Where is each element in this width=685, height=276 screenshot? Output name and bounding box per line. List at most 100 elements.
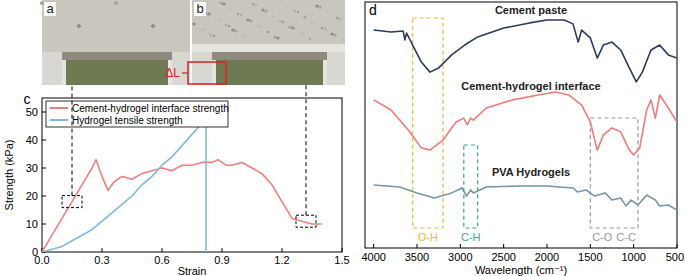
texture: [78, 25, 79, 26]
texture: [218, 19, 219, 20]
texture: [282, 21, 284, 23]
clamp: [42, 52, 62, 85]
texture: [151, 24, 154, 27]
texture: [287, 5, 288, 6]
panel-label: c: [24, 91, 31, 107]
texture: [240, 14, 242, 16]
texture: [231, 28, 234, 31]
texture: [246, 18, 249, 21]
texture: [228, 25, 230, 27]
series-line: [374, 20, 677, 82]
y-tick-label: 30: [26, 162, 38, 174]
series-line: [374, 185, 677, 210]
photo-bg: [42, 0, 190, 85]
x-axis-label: Strain: [178, 265, 207, 276]
texture: [78, 25, 80, 27]
texture: [272, 15, 273, 16]
photo: a: [40, 0, 190, 85]
texture: [115, 2, 116, 3]
texture: [152, 25, 154, 27]
texture: [41, 2, 43, 4]
texture: [267, 31, 269, 33]
data: [374, 20, 677, 210]
x-tick: [102, 248, 103, 252]
texture: [115, 2, 117, 4]
texture: [200, 28, 201, 29]
x-tick: [677, 244, 678, 248]
x-tick-label: 1.2: [274, 254, 289, 266]
texture: [291, 26, 294, 29]
texture: [152, 25, 153, 26]
texture: [114, 1, 117, 4]
texture: [279, 20, 281, 22]
texture: [336, 17, 338, 19]
texture: [114, 1, 117, 4]
texture: [151, 24, 154, 27]
texture: [245, 36, 246, 37]
y-tick-label: 20: [26, 190, 38, 202]
texture: [40, 1, 43, 4]
texture: [152, 25, 154, 27]
texture: [152, 25, 154, 27]
texture: [261, 8, 264, 11]
texture: [257, 25, 258, 26]
region-box: [590, 118, 638, 228]
texture: [219, 1, 222, 4]
region-label: C-O: [592, 231, 613, 243]
panel-label: d: [369, 2, 377, 18]
y-tick: [42, 112, 46, 113]
legend-label: Cement-hydrogel interface strength: [72, 103, 229, 114]
callout-line: [306, 85, 307, 215]
texture: [151, 24, 154, 27]
x-tick: [222, 248, 223, 252]
texture: [242, 35, 243, 36]
texture: [210, 34, 212, 36]
y-tick: [42, 168, 46, 169]
texture: [203, 29, 204, 30]
texture: [152, 25, 153, 26]
texture: [151, 24, 154, 27]
texture: [302, 33, 303, 34]
texture: [41, 2, 43, 4]
texture: [115, 2, 116, 3]
texture: [78, 25, 80, 27]
frame: [42, 98, 342, 252]
texture: [78, 25, 79, 26]
hydrogel: [66, 60, 168, 85]
texture: [273, 35, 276, 38]
texture: [40, 1, 43, 4]
concrete-block: [192, 0, 345, 44]
y-tick-label: 40: [26, 134, 38, 146]
legend-box: [46, 101, 228, 127]
series-title: Cement paste: [495, 4, 567, 16]
texture: [333, 33, 336, 36]
texture: [329, 12, 330, 13]
texture: [40, 1, 43, 4]
texture: [114, 1, 117, 4]
interface-layer: [62, 52, 172, 60]
texture: [318, 5, 321, 8]
texture: [115, 2, 117, 4]
texture: [192, 22, 195, 25]
texture: [115, 2, 117, 4]
x-tick-label: 2000: [535, 251, 559, 263]
x-tick-label: 0.9: [214, 254, 229, 266]
x-tick: [282, 248, 283, 252]
texture: [40, 1, 43, 4]
texture: [299, 32, 300, 33]
texture: [77, 24, 80, 27]
texture: [152, 25, 154, 27]
clamp: [327, 52, 345, 85]
x-tick-label: 1500: [578, 251, 602, 263]
x-tick-label: 4000: [361, 251, 385, 263]
texture: [341, 39, 342, 40]
texture: [114, 1, 117, 4]
texture: [78, 25, 80, 27]
texture: [40, 1, 43, 4]
texture: [303, 15, 306, 18]
legend-swatch: [50, 119, 68, 121]
texture: [41, 2, 43, 4]
x-tick: [633, 244, 634, 248]
data: [42, 112, 322, 252]
y-tick-label: 0: [32, 246, 38, 258]
